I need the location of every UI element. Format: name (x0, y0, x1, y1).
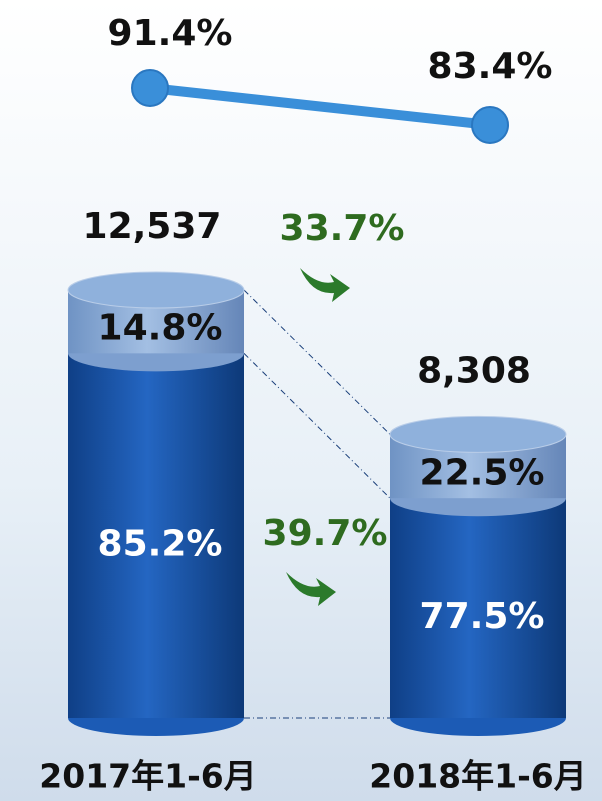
line-label: 91.4% (108, 13, 233, 54)
total-label: 12,537 (83, 206, 222, 247)
x-tick-label: 2018年1-6月 (369, 757, 586, 796)
cylinder-top (389, 415, 567, 453)
line-label: 83.4% (428, 46, 553, 87)
down-arrow (286, 572, 336, 606)
x-tick-label: 2017年1-6月 (39, 757, 256, 796)
connectors (243, 289, 391, 719)
total-label: 8,308 (417, 350, 531, 391)
connector (243, 289, 391, 435)
segment-label: 85.2% (98, 524, 223, 565)
change-label: 33.7% (280, 208, 405, 249)
segment-label: 14.8% (98, 308, 223, 349)
down-arrow (300, 268, 350, 302)
change-label: 39.7% (263, 513, 388, 554)
line-point (471, 106, 509, 144)
segment-label: 77.5% (420, 596, 545, 637)
line-point (131, 69, 169, 107)
bar-segment (68, 353, 244, 718)
line (149, 83, 491, 130)
bar-segment (390, 498, 566, 718)
connector (243, 352, 391, 499)
cylinder-top (67, 271, 245, 309)
segment-label: 22.5% (420, 452, 545, 493)
